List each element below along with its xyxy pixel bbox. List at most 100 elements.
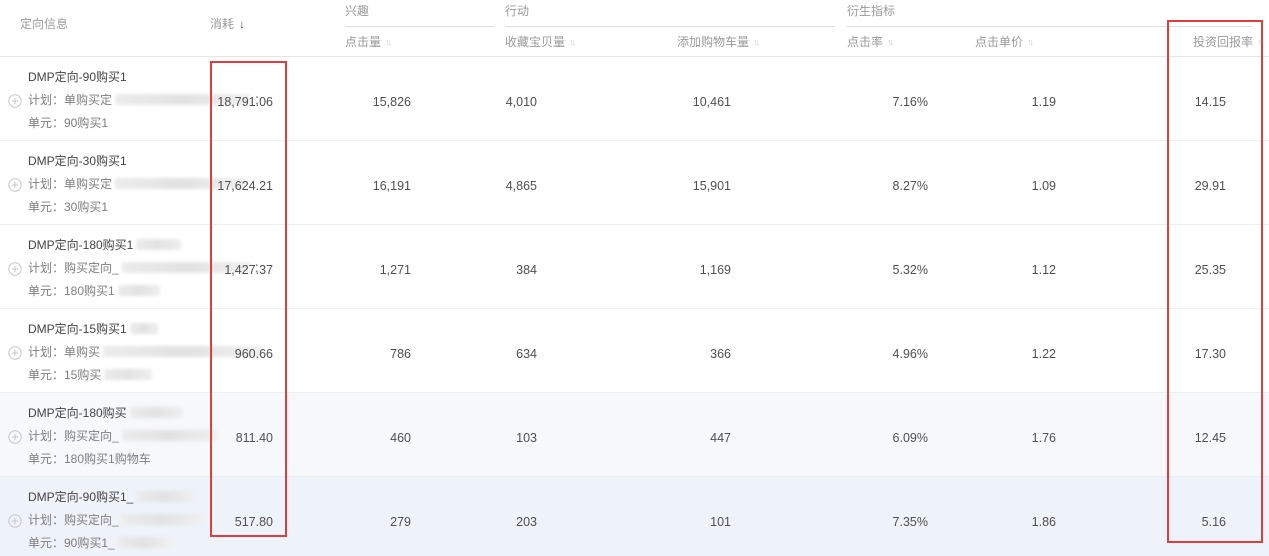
redacted-blur: [115, 94, 251, 105]
cart-adds-value: 1,169: [699, 263, 731, 277]
campaign-plan: 计划：购买定向_: [28, 425, 221, 448]
table-body: DMP定向-90购买1 计划：单购买定： 单元：90购买1 18,791.06 …: [0, 57, 1269, 556]
roi-value: 29.91: [1194, 179, 1226, 193]
ad-unit: 单元：90购买1: [28, 116, 109, 130]
group-header-derived: 衍生指标: [847, 4, 896, 18]
table-row: DMP定向-15购买1 计划：单购买 单元：15购买 960.66 786 63…: [0, 309, 1269, 393]
expand-plus-icon[interactable]: [8, 178, 22, 192]
campaign-plan: 计划：购买定向_: [28, 509, 206, 532]
col-header-clicks[interactable]: 点击量 ↑↓: [345, 35, 392, 49]
table-row: DMP定向-180购买1 计划：购买定向_： 单元：180购买1 1,427.3…: [0, 225, 1269, 309]
campaign-plan: 计划：购买定向_：: [28, 261, 266, 275]
expand-plus-icon[interactable]: [8, 514, 22, 528]
cpc-value: 1.19: [1031, 95, 1056, 109]
col-header-favorites[interactable]: 收藏宝贝量 ↑↓: [505, 35, 576, 49]
ad-unit: 单元：180购买1购物车: [28, 452, 151, 466]
expand-plus-icon[interactable]: [8, 94, 22, 108]
sort-icon[interactable]: ↑↓: [385, 37, 392, 47]
targeting-name: DMP定向-90购买1_: [28, 486, 206, 509]
col-header-cart-adds[interactable]: 添加购物车量 ↑↓: [677, 35, 760, 49]
targeting-name: DMP定向-15购买1: [28, 318, 267, 341]
campaign-plan: 计划：单购买: [28, 341, 267, 364]
expand-plus-icon[interactable]: [8, 430, 22, 444]
redacted-blur: [103, 346, 264, 357]
targeting-name: DMP定向-180购买1: [28, 234, 266, 257]
clicks-value: 460: [390, 431, 411, 445]
favorites-value: 203: [516, 515, 537, 529]
table-row: DMP定向-180购买 计划：购买定向_ 单元：180购买1购物车 811.40…: [0, 393, 1269, 477]
ad-unit: 单元：30购买1: [28, 200, 109, 214]
group-underline-derived: [847, 26, 1252, 27]
cpc-value: 1.76: [1031, 431, 1056, 445]
roi-value: 25.35: [1194, 263, 1226, 277]
table-row: DMP定向-90购买1 计划：单购买定： 单元：90购买1 18,791.06 …: [0, 57, 1269, 141]
favorites-value: 4,010: [505, 95, 537, 109]
redacted-blur: [115, 178, 246, 189]
roi-value: 12.45: [1194, 431, 1226, 445]
cart-adds-value: 10,461: [692, 95, 731, 109]
spend-value: 17,624.21: [217, 179, 273, 193]
clicks-value: 1,271: [379, 263, 411, 277]
ctr-value: 7.35%: [892, 515, 928, 529]
favorites-value: 634: [516, 347, 537, 361]
redacted-blur: [121, 514, 202, 525]
redacted-blur: [121, 430, 217, 441]
redacted-blur: [129, 323, 158, 334]
spend-value: 1,427.37: [224, 263, 273, 277]
ctr-value: 5.32%: [892, 263, 928, 277]
roi-value: 5.16: [1201, 515, 1226, 529]
col-header-targeting: 定向信息: [20, 17, 69, 31]
sort-icon[interactable]: ↑↓: [1027, 37, 1034, 47]
targeting-name: DMP定向-90购买1: [28, 70, 127, 84]
cart-adds-value: 447: [710, 431, 731, 445]
roi-value: 14.15: [1194, 95, 1226, 109]
sort-icon[interactable]: ↑↓: [753, 37, 760, 47]
table-header: 定向信息 消耗 ↓ 兴趣 行动 衍生指标 点击量 ↑↓ 收藏宝贝量 ↑↓ 添加购物车量…: [0, 0, 1269, 57]
col-header-cpc[interactable]: 点击单价 ↑↓: [975, 35, 1034, 49]
targeting-name: DMP定向-30购买1: [28, 154, 127, 168]
campaign-plan: 计划：单购买定: [28, 173, 249, 196]
ad-unit: 单元：180购买1: [28, 280, 266, 303]
redacted-blur: [121, 262, 250, 273]
clicks-value: 15,826: [372, 95, 411, 109]
targeting-name: DMP定向-180购买: [28, 402, 221, 425]
clicks-value: 786: [390, 347, 411, 361]
ctr-value: 6.09%: [892, 431, 928, 445]
ctr-value: 7.16%: [892, 95, 928, 109]
table-row: DMP定向-30购买1 计划：单购买定 单元：30购买1 17,624.21 1…: [0, 141, 1269, 225]
group-underline-interest: [345, 26, 495, 27]
col-header-spend[interactable]: 消耗 ↓: [210, 17, 246, 31]
expand-plus-icon[interactable]: [8, 262, 22, 276]
col-header-roi[interactable]: 投资回报率 ↑↓: [1193, 35, 1264, 49]
ad-unit: 单元：15购买: [28, 364, 267, 387]
sort-desc-icon[interactable]: ↓: [239, 17, 246, 31]
spend-value: 960.66: [234, 347, 273, 361]
cpc-value: 1.12: [1031, 263, 1056, 277]
cpc-value: 1.09: [1031, 179, 1056, 193]
ctr-value: 8.27%: [892, 179, 928, 193]
group-header-action: 行动: [505, 4, 530, 18]
favorites-value: 103: [516, 431, 537, 445]
ctr-value: 4.96%: [892, 347, 928, 361]
sort-icon[interactable]: ↑↓: [887, 37, 894, 47]
redacted-blur: [104, 369, 153, 380]
redacted-blur: [136, 491, 195, 502]
expand-plus-icon[interactable]: [8, 346, 22, 360]
table-row: DMP定向-90购买1_ 计划：购买定向_ 单元：90购买1_ 517.80 2…: [0, 477, 1269, 556]
ad-unit: 单元：90购买1_: [28, 532, 206, 555]
sort-icon[interactable]: ↑↓: [569, 37, 576, 47]
clicks-value: 16,191: [372, 179, 411, 193]
cpc-value: 1.22: [1031, 347, 1056, 361]
spend-value: 517.80: [234, 515, 273, 529]
redacted-blur: [136, 239, 182, 250]
group-underline-action: [505, 26, 835, 27]
sort-icon[interactable]: ↑↓: [1257, 37, 1264, 47]
campaign-plan: 计划：单购买定：: [28, 93, 267, 107]
col-header-ctr[interactable]: 点击率 ↑↓: [847, 35, 894, 49]
cart-adds-value: 101: [710, 515, 731, 529]
clicks-value: 279: [390, 515, 411, 529]
redacted-blur: [129, 407, 182, 418]
spend-value: 811.40: [235, 431, 273, 445]
redacted-blur: [117, 537, 170, 548]
spend-value: 18,791.06: [217, 95, 273, 109]
